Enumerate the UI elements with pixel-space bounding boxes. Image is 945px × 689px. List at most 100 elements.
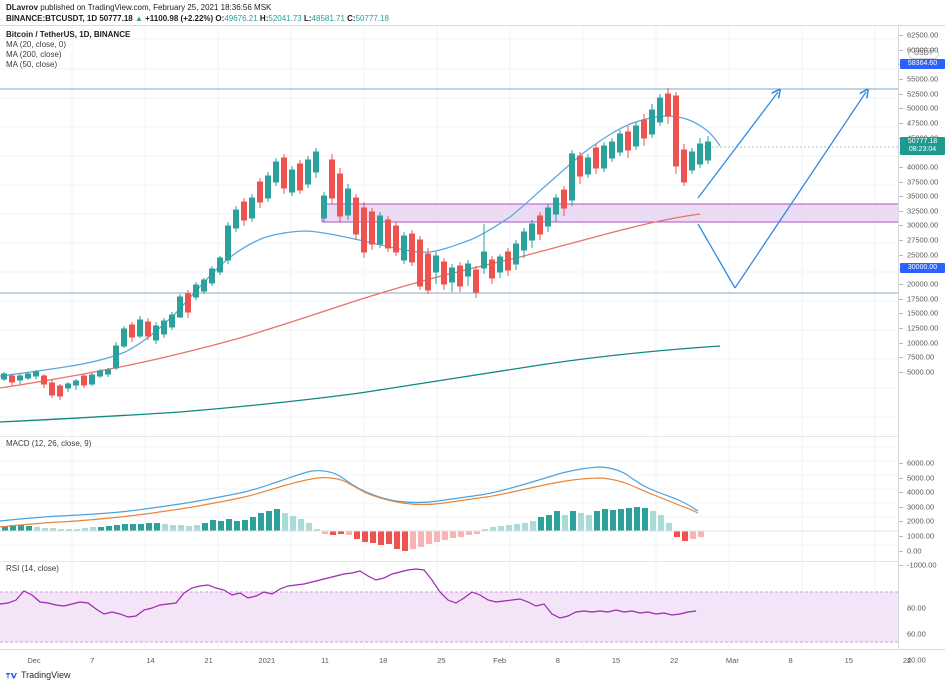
- candlestick-series[interactable]: [1, 88, 711, 400]
- tradingview-watermark: TradingView: [6, 670, 71, 680]
- rsi-plot[interactable]: [0, 562, 898, 650]
- price-plot[interactable]: [0, 26, 898, 436]
- price-axis-label: 27500.00: [907, 235, 939, 245]
- price-axis-label: 40000.00: [907, 162, 939, 172]
- axis-tick-mark: [899, 196, 903, 198]
- projection-arrows[interactable]: [697, 92, 866, 289]
- axis-tick-mark: [899, 371, 903, 373]
- price-gridlines: [0, 26, 898, 436]
- price-axis-label: 47500.00: [907, 118, 939, 128]
- legend-macd[interactable]: MACD (12, 26, close, 9): [6, 439, 92, 448]
- price-axis-label: 52500.00: [907, 89, 939, 99]
- legend-ma200[interactable]: MA (200, close): [6, 50, 62, 59]
- rsi-band: [0, 592, 898, 642]
- publish-line: DLavrov published on TradingView.com, Fe…: [6, 2, 389, 13]
- axis-tick-mark: [899, 342, 903, 344]
- last-price: 50777.18: [99, 14, 133, 23]
- axis-tick-mark: [899, 93, 903, 95]
- axis-tick-mark: [899, 521, 903, 523]
- macd-pane[interactable]: MACD (12, 26, close, 9): [0, 436, 898, 562]
- time-axis-label: 15: [611, 656, 621, 665]
- macd-axis-label: 4000.00: [907, 487, 935, 497]
- macd-axis-label: 6000.00: [907, 458, 935, 468]
- price-axis-label: 10000.00: [907, 338, 939, 348]
- resistance-price-badge[interactable]: 58364.60: [900, 59, 945, 69]
- author-name: DLavrov: [6, 3, 39, 12]
- axis-tick-mark: [899, 477, 903, 479]
- price-axis-label: 32500.00: [907, 206, 939, 216]
- tradingview-logo-icon: [6, 671, 17, 680]
- macd-axis-label: -1000.00: [907, 560, 937, 570]
- time-axis-label: 14: [146, 656, 155, 665]
- open-label: O:: [215, 14, 225, 23]
- price-axis[interactable]: USDT 62500.0060000.0057500.0055000.00525…: [898, 26, 945, 665]
- macd-line: [0, 466, 699, 522]
- axis-tick-mark: [899, 108, 903, 110]
- price-axis-label: 12500.00: [907, 323, 939, 333]
- quote-line: BINANCE:BTCUSDT, 1D 50777.18 ▲ +1100.98 …: [6, 13, 389, 24]
- axis-tick-mark: [899, 284, 903, 286]
- macd-plot[interactable]: [0, 437, 898, 562]
- low-value: 48581.71: [311, 14, 345, 23]
- time-axis-label: Mar: [725, 656, 739, 665]
- price-axis-label: 15000.00: [907, 308, 939, 318]
- price-legend: Bitcoin / TetherUS, 1D, BINANCE MA (20, …: [6, 30, 130, 70]
- price-axis-label: 35000.00: [907, 191, 939, 201]
- axis-tick-mark: [899, 298, 903, 300]
- axis-tick-mark: [899, 313, 903, 315]
- price-axis-label: 7500.00: [907, 352, 935, 362]
- price-axis-label: 5000.00: [907, 367, 935, 377]
- time-axis-label: 2021: [258, 656, 276, 665]
- price-pane[interactable]: Bitcoin / TetherUS, 1D, BINANCE MA (20, …: [0, 26, 898, 436]
- legend-ma20[interactable]: MA (20, close, 0): [6, 40, 67, 49]
- projection-arrow-1[interactable]: [697, 92, 778, 199]
- close-value: 50777.18: [355, 14, 389, 23]
- macd-axis-label: 5000.00: [907, 473, 935, 483]
- price-axis-label: 17500.00: [907, 294, 939, 304]
- rsi-pane[interactable]: RSI (14, close): [0, 561, 898, 650]
- time-axis-label: 18: [379, 656, 388, 665]
- legend-ma50[interactable]: MA (50, close): [6, 60, 58, 69]
- price-change: +1100.98 (+2.22%): [145, 14, 214, 23]
- time-axis-label: 15: [844, 656, 853, 665]
- legend-rsi[interactable]: RSI (14, close): [6, 564, 59, 573]
- support-price-badge[interactable]: 30000.00: [900, 263, 945, 273]
- rsi-line: [0, 568, 697, 619]
- time-axis-label: 8: [788, 656, 793, 665]
- open-value: 49676.21: [224, 14, 258, 23]
- chart-frame: Bitcoin / TetherUS, 1D, BINANCE MA (20, …: [0, 25, 945, 670]
- low-label: L:: [303, 14, 312, 23]
- rsi-axis-label: 80.00: [907, 603, 926, 613]
- price-axis-label: 62500.00: [907, 30, 939, 40]
- axis-tick-mark: [899, 565, 903, 567]
- projection-leg-down[interactable]: [697, 223, 736, 289]
- time-axis-label: 8: [555, 656, 560, 665]
- change-arrow-icon: ▲: [134, 14, 143, 23]
- rsi-axis-label: 40.00: [907, 655, 926, 665]
- price-axis-label: 37500.00: [907, 177, 939, 186]
- projection-arrow-2[interactable]: [734, 92, 866, 289]
- high-value: 52041.73: [268, 14, 302, 23]
- macd-axis-label: 2000.00: [907, 516, 935, 526]
- rsi-legend: RSI (14, close): [6, 564, 59, 574]
- axis-tick-mark: [899, 181, 903, 183]
- supply-zone-rectangle[interactable]: [321, 203, 898, 223]
- high-label: H:: [259, 14, 269, 23]
- symbol-label: BINANCE:BTCUSDT, 1D: [6, 14, 98, 23]
- current-price-badge[interactable]: 50777.18 08:23:04: [900, 137, 945, 155]
- legend-chart-title: Bitcoin / TetherUS, 1D, BINANCE: [6, 30, 131, 39]
- current-price-value: 50777.18: [907, 138, 938, 145]
- price-axis-label: 25000.00: [907, 250, 939, 260]
- time-axis-label: 21: [204, 656, 213, 665]
- ma200-line: [0, 345, 721, 423]
- time-axis-label: Dec: [27, 656, 41, 665]
- time-axis[interactable]: Dec 7 14 21 2021 11 18 25 Feb 8 15 22 Mar 8 15 22: [0, 649, 945, 671]
- time-axis-label: 22: [902, 656, 912, 665]
- time-axis-label: 11: [321, 656, 329, 665]
- time-axis-label: 7: [90, 656, 95, 665]
- axis-tick-mark: [899, 49, 903, 51]
- axis-tick-mark: [899, 550, 903, 552]
- axis-tick-mark: [899, 506, 903, 508]
- axis-tick-mark: [899, 78, 903, 80]
